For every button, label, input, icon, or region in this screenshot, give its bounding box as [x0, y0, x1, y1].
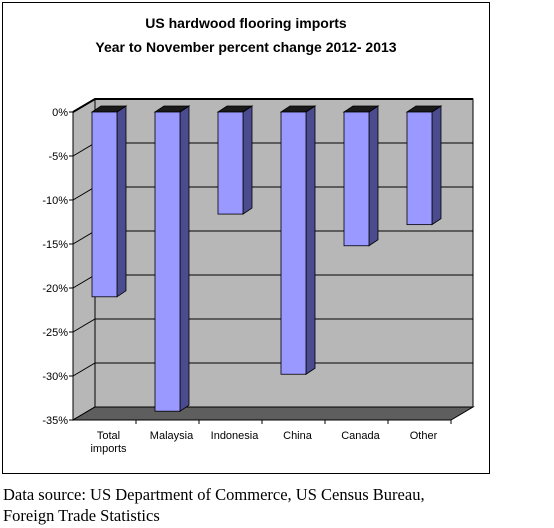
y-tick-label: -15%: [42, 239, 68, 251]
x-tick-label: imports: [90, 443, 127, 455]
y-tick-label: -20%: [42, 283, 68, 295]
x-tick-label: Other: [410, 430, 438, 442]
chart-subtitle: Year to November percent change 2012- 20…: [95, 39, 397, 55]
source-line-1: Data source: US Department of Commerce, …: [3, 485, 425, 504]
x-tick-label: Canada: [341, 430, 380, 442]
bar: [154, 111, 181, 412]
source-note: Data source: US Department of Commerce, …: [3, 484, 554, 526]
x-tick-label: China: [283, 430, 313, 442]
bar: [217, 111, 244, 215]
x-tick-label: Total: [97, 430, 120, 442]
bar: [343, 111, 370, 247]
y-tick-label: -10%: [42, 195, 68, 207]
bar: [406, 111, 433, 226]
chart-frame: US hardwood flooring imports Year to Nov…: [2, 2, 490, 474]
bar: [280, 111, 307, 375]
chart-title: US hardwood flooring imports: [145, 15, 347, 31]
plot-floor: [71, 406, 475, 421]
bar-side: [242, 105, 253, 215]
bar-side: [116, 105, 127, 298]
x-tick-label: Indonesia: [211, 430, 260, 442]
y-tick-label: -5%: [48, 151, 68, 163]
bar-side: [179, 105, 190, 412]
gridline: [72, 318, 473, 333]
bar-side: [305, 105, 316, 375]
gridline: [72, 362, 473, 377]
y-tick-label: -25%: [42, 327, 68, 339]
y-tick-label: 0%: [52, 107, 68, 119]
bar: [91, 111, 118, 298]
y-tick-label: -35%: [42, 415, 68, 427]
chart-plot: 0% -5% -10% -15% -20% -25% -30% -35% Totalimport…: [42, 98, 475, 455]
bar-side: [431, 105, 442, 226]
bar-side: [368, 105, 379, 247]
zero-line: [72, 98, 473, 113]
y-tick-label: -30%: [42, 371, 68, 383]
x-tick-label: Malaysia: [150, 430, 194, 442]
source-line-2: Foreign Trade Statistics: [3, 506, 160, 525]
